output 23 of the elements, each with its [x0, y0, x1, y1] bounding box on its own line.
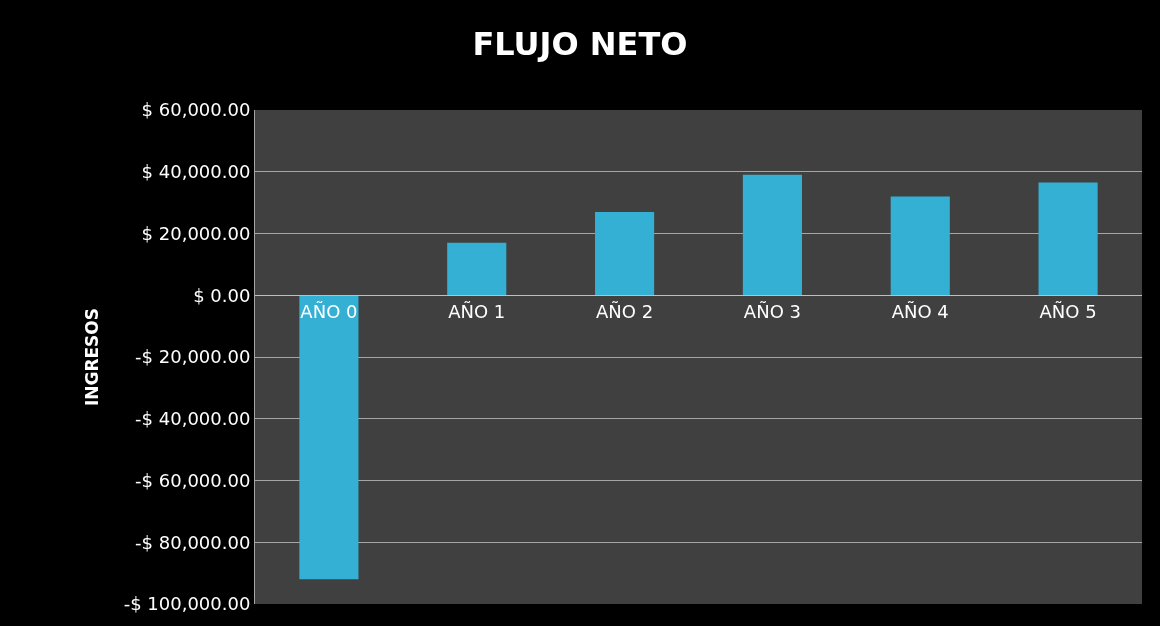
bar	[595, 211, 655, 296]
y-tick-label: $ 40,000.00	[141, 161, 251, 183]
bar	[742, 174, 802, 296]
x-tick-label: AÑO 2	[596, 300, 654, 322]
chart-title: FLUJO NETO	[472, 25, 688, 64]
y-tick-label: $ 60,000.00	[141, 99, 251, 121]
x-tick-label: AÑO 4	[891, 300, 949, 322]
y-tick-label: -$ 100,000.00	[123, 593, 251, 615]
bar	[299, 295, 359, 580]
bar	[1038, 182, 1098, 296]
x-tick-label: AÑO 5	[1039, 300, 1097, 322]
y-axis-title: INGRESOS	[82, 307, 103, 407]
x-tick-label: AÑO 0	[300, 300, 358, 322]
y-tick-label: -$ 20,000.00	[135, 346, 251, 368]
y-tick-label: -$ 40,000.00	[135, 408, 251, 430]
x-tick-label: AÑO 3	[743, 300, 801, 322]
bar	[447, 242, 507, 296]
x-tick-label: AÑO 1	[448, 300, 506, 322]
bar	[890, 196, 950, 296]
y-tick-label: $ 20,000.00	[141, 222, 251, 244]
y-tick-label: -$ 60,000.00	[135, 469, 251, 491]
y-tick-label: $ 0.00	[193, 284, 251, 306]
y-tick-label: -$ 80,000.00	[135, 531, 251, 553]
